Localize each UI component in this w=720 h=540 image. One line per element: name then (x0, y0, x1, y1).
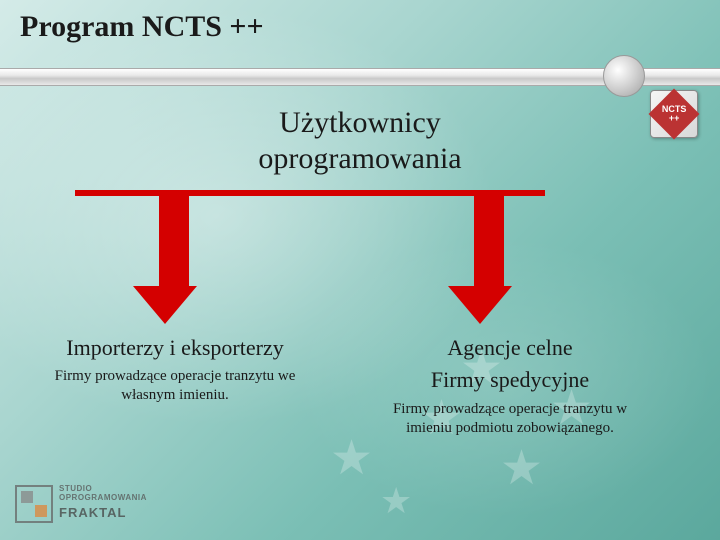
column-left-title: Importerzy i eksporterzy (35, 335, 315, 361)
footer-logo-text: STUDIO OPROGRAMOWANIA (59, 485, 147, 503)
footer-logo-icon (15, 485, 53, 523)
divider-ornament (603, 55, 645, 97)
subtitle-line1: Użytkownicy (0, 105, 720, 141)
column-left: Importerzy i eksporterzy Firmy prowadząc… (35, 335, 315, 405)
column-right: Agencje celne Firmy spedycyjne Firmy pro… (370, 335, 650, 437)
footer-logo-brand: FRAKTAL (59, 505, 126, 520)
column-left-sub: Firmy prowadzące operacje tranzytu we wł… (35, 367, 315, 405)
header: Program NCTS ++ (20, 10, 700, 70)
page-title: Program NCTS ++ (20, 10, 700, 44)
footer-logo: STUDIO OPROGRAMOWANIA FRAKTAL (15, 483, 155, 528)
arrow-left (150, 196, 197, 324)
subtitle-line2: oprogramowania (0, 141, 720, 177)
subtitle: Użytkownicy oprogramowania (0, 105, 720, 177)
column-right-sub: Firmy prowadzące operacje tranzytu w imi… (370, 400, 650, 438)
arrow-right (465, 196, 512, 324)
column-right-title1: Agencje celne (370, 335, 650, 361)
column-right-title2: Firmy spedycyjne (370, 367, 650, 393)
